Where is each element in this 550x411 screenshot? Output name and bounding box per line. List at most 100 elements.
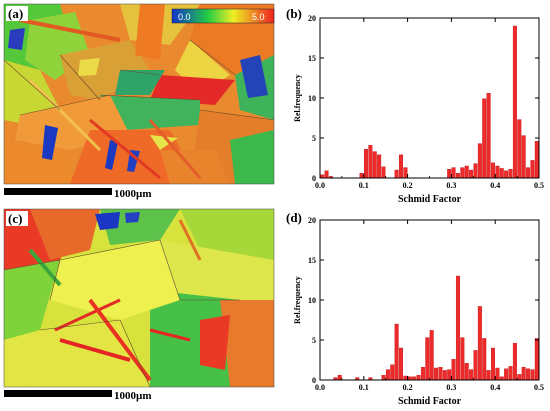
histogram-bar bbox=[324, 170, 329, 179]
histogram-bar bbox=[368, 144, 373, 179]
histogram-bar bbox=[451, 359, 456, 381]
histogram-bar bbox=[504, 170, 509, 179]
histogram-bar bbox=[512, 25, 517, 179]
histogram-bar bbox=[521, 135, 526, 179]
histogram-bar bbox=[477, 143, 482, 179]
histogram-bar bbox=[429, 330, 434, 381]
y-tick-label: 0 bbox=[312, 174, 316, 183]
histogram-bar bbox=[486, 92, 491, 179]
scale-bar-a: 1000µm bbox=[4, 188, 152, 200]
y-tick-label: 20 bbox=[308, 14, 316, 23]
histogram-bar bbox=[390, 364, 395, 381]
histogram-bar bbox=[495, 367, 500, 381]
y-tick-label: 5 bbox=[312, 336, 316, 345]
histogram-bar bbox=[517, 119, 522, 179]
histogram-bar bbox=[482, 338, 487, 381]
plot-frame bbox=[319, 17, 540, 179]
histogram-bar bbox=[377, 154, 382, 179]
histogram-bar bbox=[495, 165, 500, 179]
histogram-bar bbox=[372, 151, 377, 179]
y-axis-title: Rel.frequency bbox=[293, 74, 302, 122]
x-tick-label: 0.3 bbox=[446, 181, 456, 190]
y-tick-label: 0 bbox=[312, 376, 316, 385]
x-tick-label: 0.4 bbox=[490, 383, 500, 392]
panel-label-c: (c) bbox=[8, 211, 22, 226]
histogram-bar bbox=[381, 166, 386, 179]
histogram-bar bbox=[399, 154, 404, 179]
scale-bar-label-a: 1000µm bbox=[114, 188, 152, 200]
x-tick-label: 0.1 bbox=[359, 383, 369, 392]
x-axis-title: Schmid Factor bbox=[398, 396, 462, 407]
histogram-bar bbox=[394, 169, 399, 179]
colorbar-max-label: 5.0 bbox=[252, 12, 265, 22]
histogram-bar bbox=[530, 369, 535, 381]
scale-bar-label-c: 1000µm bbox=[114, 390, 152, 402]
panel-label: (d) bbox=[286, 210, 302, 225]
histogram-bar bbox=[420, 367, 425, 381]
histogram-bar bbox=[499, 168, 504, 179]
histogram-bar bbox=[381, 375, 386, 381]
x-tick-label: 0.4 bbox=[490, 181, 500, 190]
orientation-map-c bbox=[3, 208, 275, 388]
histogram-bar bbox=[416, 375, 421, 381]
histogram-bar bbox=[473, 350, 478, 381]
x-tick-label: 0.5 bbox=[534, 181, 544, 190]
x-tick-label: 0.2 bbox=[403, 383, 413, 392]
histogram-bar bbox=[434, 367, 439, 381]
histogram-bar bbox=[385, 369, 390, 381]
histogram-bar bbox=[403, 375, 408, 381]
x-tick-label: 0.2 bbox=[403, 181, 413, 190]
histogram-bar bbox=[477, 306, 482, 381]
histogram-bar bbox=[521, 367, 526, 381]
histogram-bar bbox=[482, 98, 487, 179]
histogram-bar bbox=[460, 337, 465, 381]
histogram-bar bbox=[491, 347, 495, 381]
histogram-bar bbox=[517, 374, 522, 381]
y-tick-label: 10 bbox=[308, 94, 316, 103]
x-tick-label: 0.5 bbox=[534, 383, 544, 392]
histogram-bar bbox=[464, 165, 469, 179]
histogram-bar bbox=[486, 370, 491, 381]
colorbar-min-label: 0.0 bbox=[178, 12, 191, 22]
scale-bar-c: 1000µm bbox=[4, 390, 152, 402]
orientation-map-a bbox=[3, 3, 275, 185]
histogram-bar bbox=[359, 172, 364, 179]
histogram-bar bbox=[451, 167, 456, 179]
panel-label-a: (a) bbox=[8, 6, 23, 21]
histogram-bar bbox=[394, 323, 399, 381]
colorbar: 0.0 5.0 bbox=[171, 8, 275, 24]
histogram-bar bbox=[491, 162, 495, 179]
histogram-bar bbox=[438, 367, 443, 381]
histogram-bar bbox=[460, 167, 465, 179]
y-tick-label: 10 bbox=[308, 296, 316, 305]
histogram-bar bbox=[530, 160, 535, 179]
x-tick-label: 0.1 bbox=[359, 181, 369, 190]
x-tick-label: 0.0 bbox=[315, 181, 325, 190]
x-axis-title: Schmid Factor bbox=[398, 194, 462, 205]
histogram-b: 0.0 0.1 0.2 0.3 0.4 0.5 0 5 10 15 20 Schmid Factor R… bbox=[286, 6, 544, 205]
histogram-bar bbox=[425, 337, 430, 381]
histogram-bar bbox=[526, 167, 531, 179]
histogram-bar bbox=[363, 148, 368, 179]
histogram-bar bbox=[337, 375, 342, 381]
histogram-bar bbox=[473, 163, 478, 179]
histogram-d: 0.0 0.1 0.2 0.3 0.4 0.5 0 5 10 15 20 Schmid Factor R… bbox=[286, 210, 544, 407]
histogram-bar bbox=[508, 366, 513, 381]
y-tick-label: 5 bbox=[312, 134, 316, 143]
histogram-bar bbox=[455, 172, 460, 179]
histogram-bar bbox=[504, 368, 509, 381]
y-tick-label: 20 bbox=[308, 216, 316, 225]
histogram-bar bbox=[399, 347, 404, 381]
histogram-bar bbox=[512, 343, 517, 381]
plot-frame bbox=[319, 219, 540, 381]
histogram-bar bbox=[469, 369, 474, 381]
histogram-bar bbox=[526, 368, 531, 381]
histogram-bar bbox=[464, 363, 469, 381]
y-tick-label: 15 bbox=[308, 256, 316, 265]
panel-label: (b) bbox=[286, 6, 302, 21]
histogram-bar bbox=[447, 369, 452, 381]
histogram-bar bbox=[469, 169, 474, 179]
y-axis-title: Rel.frequency bbox=[293, 276, 302, 324]
histogram-bar bbox=[442, 370, 447, 381]
